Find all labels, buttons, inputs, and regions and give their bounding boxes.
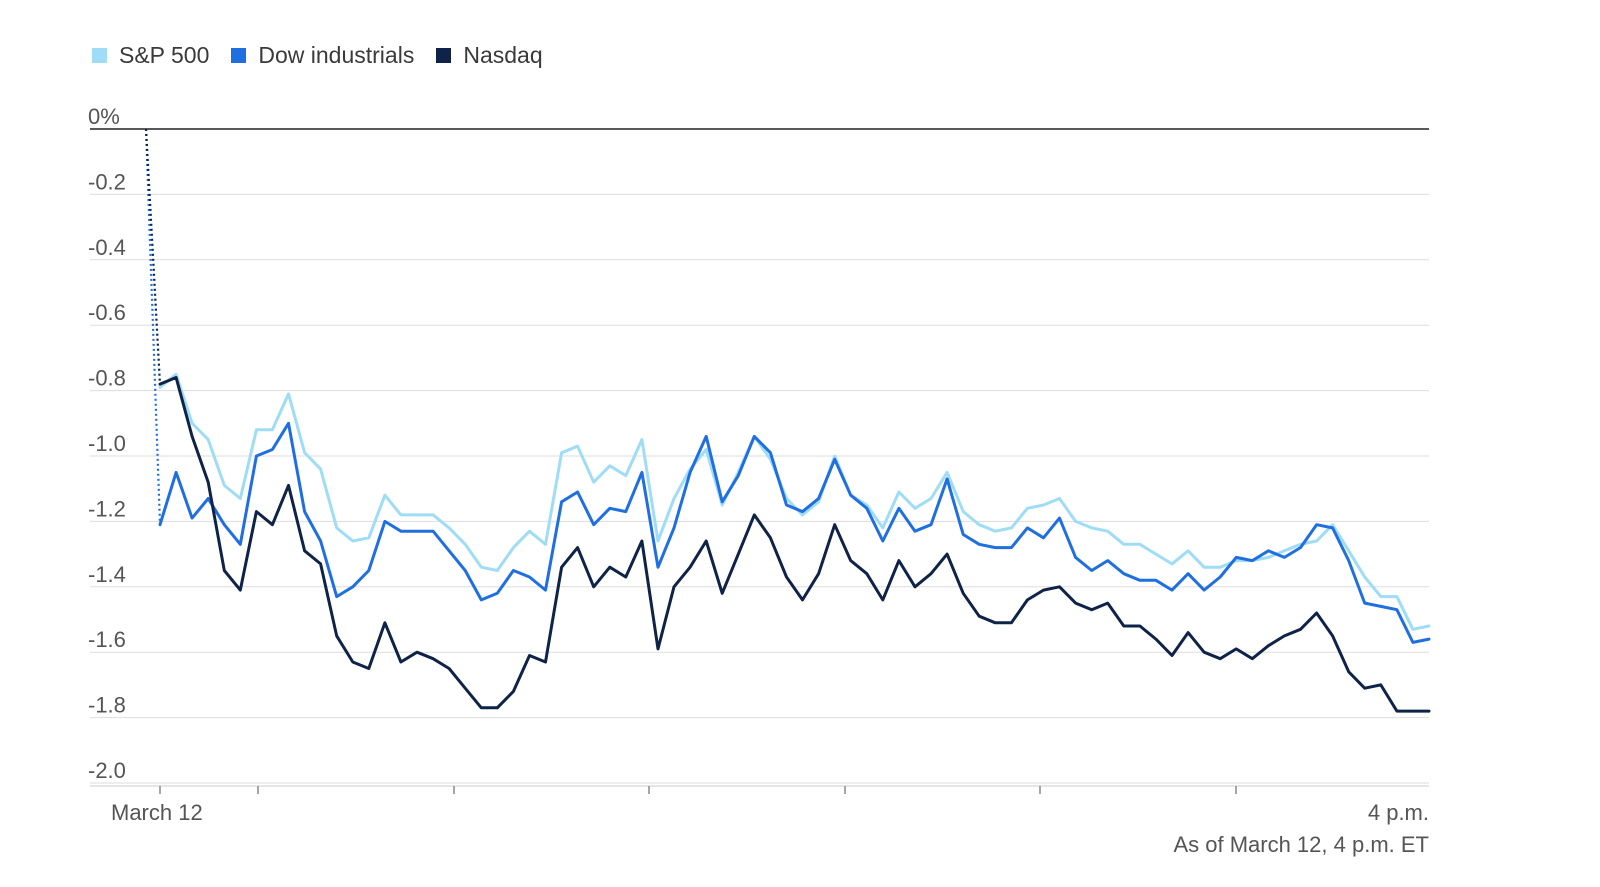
- legend-swatch-sp500: [92, 48, 107, 63]
- legend-swatch-nasdaq: [436, 48, 452, 63]
- legend-label-sp500: S&P 500: [119, 42, 210, 68]
- legend-item-dow: Dow industrials: [231, 42, 414, 69]
- series-line-2: [158, 376, 1431, 713]
- legend-label-dow: Dow industrials: [258, 42, 415, 68]
- y-tick-label: -2.0: [88, 758, 126, 783]
- chart-legend: S&P 500 Dow industrials Nasdaq: [92, 42, 565, 69]
- footnote: As of March 12, 4 p.m. ET: [1173, 832, 1429, 857]
- y-tick-label: -1.2: [88, 496, 126, 521]
- x-tick-label: March 12: [111, 800, 203, 825]
- y-tick-label: -0.4: [88, 235, 126, 260]
- y-tick-label: -1.0: [88, 431, 126, 456]
- y-tick-label: -0.2: [88, 169, 126, 194]
- y-tick-label: -0.8: [88, 366, 126, 391]
- legend-item-sp500: S&P 500: [92, 42, 209, 69]
- series-line-1: [158, 421, 1431, 644]
- y-tick-label: 0%: [88, 104, 120, 129]
- series-opening-gap-0: [144, 128, 162, 388]
- x-tick-label: 4 p.m.: [1368, 800, 1429, 825]
- legend-label-nasdaq: Nasdaq: [463, 42, 543, 68]
- series-opening-gap-1: [144, 128, 162, 525]
- y-tick-label: -1.6: [88, 627, 126, 652]
- y-tick-label: -0.6: [88, 300, 126, 325]
- legend-item-nasdaq: Nasdaq: [436, 42, 543, 69]
- y-tick-label: -1.8: [88, 693, 126, 718]
- y-tick-label: -1.4: [88, 562, 126, 587]
- legend-swatch-dow: [231, 48, 247, 63]
